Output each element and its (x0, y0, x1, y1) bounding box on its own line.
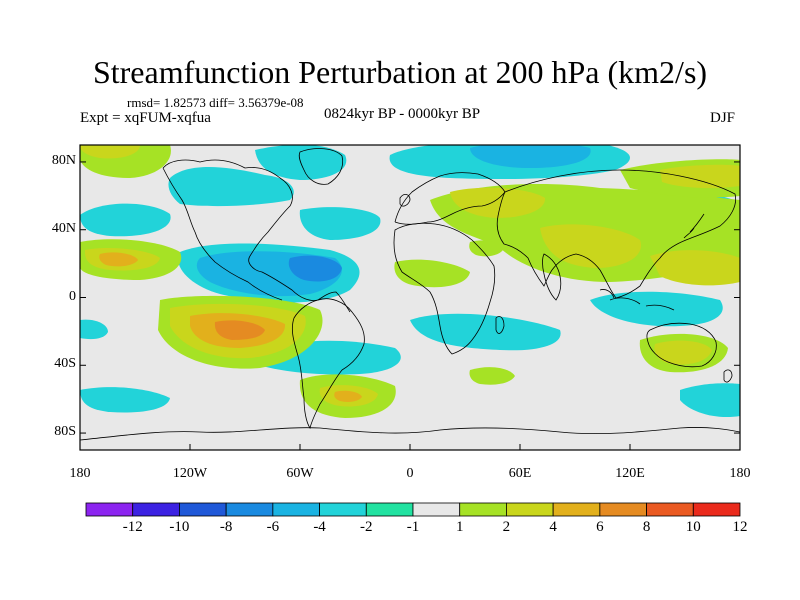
coast-india (542, 253, 562, 301)
field-southatlantic-low (410, 313, 561, 351)
coast-asia (496, 169, 737, 299)
colorbar-swatch (646, 502, 694, 517)
field-sepacific-high-inner (214, 320, 265, 340)
coast-antarctica (80, 427, 740, 441)
field-arctic-core (470, 145, 591, 168)
field-africa-high (394, 259, 470, 288)
coast-australia (646, 322, 717, 368)
coast-greenland (298, 148, 344, 185)
field-europe-high (450, 187, 546, 218)
x-tick-label: 180 (729, 466, 751, 481)
coast-south-america (291, 298, 365, 429)
x-tick-label: 0 (406, 466, 414, 481)
axis-ticks (79, 161, 741, 450)
y-tick-label: 80S (54, 424, 76, 440)
colorbar-swatch (225, 502, 274, 517)
period-label: 0824kyr BP - 0000kyr BP (324, 106, 481, 122)
x-tick-label: 180 (69, 466, 91, 481)
field-arabia-high (469, 240, 503, 257)
y-tick-label: 0 (69, 288, 76, 304)
field-southpac-west-low (80, 387, 170, 413)
field-australia-high-core (654, 340, 712, 365)
colorbar-label: -12 (122, 519, 143, 535)
colorbar-label: 4 (549, 519, 557, 535)
field-canada-low (168, 167, 294, 207)
colorbar-label: -6 (266, 519, 280, 535)
colorbar-label: -2 (360, 519, 373, 535)
coast-nz (723, 369, 733, 383)
colorbar-swatch (85, 502, 134, 517)
coastlines (80, 148, 740, 441)
field-indian-high (469, 367, 515, 385)
season-label: DJF (710, 110, 736, 126)
chart-title: Streamfunction Perturbation at 200 hPa (… (92, 54, 708, 90)
field-asia-high-core (540, 224, 642, 268)
field-natlantic-low (299, 207, 381, 240)
coast-japan (683, 213, 705, 239)
coast-uk (399, 194, 411, 207)
colorbar-swatch (412, 502, 461, 517)
field-seasia-low (590, 291, 723, 327)
colorbar-swatch (506, 502, 554, 517)
y-tick-label: 40S (54, 356, 76, 372)
x-tick-label: 60E (508, 466, 532, 481)
colorbar-label: 6 (596, 519, 604, 535)
colorbar-label: -10 (169, 519, 190, 535)
colorbar-label: -4 (313, 519, 326, 535)
experiment-label: Expt = xqFUM-xqfua (80, 110, 211, 126)
y-tick-label: 80N (51, 152, 76, 168)
coast-indonesia (599, 289, 675, 311)
colorbar-swatch (132, 502, 180, 517)
field-greenland-high2 (80, 145, 140, 159)
field-caribbean-low-core (288, 255, 342, 282)
coast-africa (393, 222, 496, 355)
colorbar-swatch (552, 502, 601, 517)
colorbar-swatch (319, 502, 367, 517)
colorbar-label: -8 (219, 519, 233, 535)
colorbar-swatch (692, 502, 741, 517)
colorbar-label: 2 (502, 519, 511, 535)
colorbar-label: 8 (642, 519, 651, 535)
colorbar-swatch (365, 502, 414, 517)
contour-fields (80, 145, 740, 418)
field-asia-high-east (650, 250, 740, 286)
colorbar-label: 10 (685, 519, 701, 535)
field-satlantic-high-inner (334, 390, 362, 402)
coast-madagascar (495, 316, 505, 334)
x-tick-label: 60W (286, 466, 314, 481)
field-npacific-high-inner (99, 252, 138, 267)
colorbar (85, 502, 741, 517)
field-npacific-low (80, 203, 171, 237)
colorbar-label: 12 (732, 519, 748, 535)
stats-label: rmsd= 1.82573 diff= 3.56379e-08 (127, 95, 304, 110)
colorbar-label: 1 (455, 519, 464, 535)
coast-north-america-west (162, 167, 283, 301)
x-tick-label: 120W (172, 466, 208, 481)
x-tick-label: 120E (615, 466, 645, 481)
colorbar-label: -1 (406, 519, 420, 535)
field-nasia-high-core (660, 164, 740, 189)
colorbar-swatch (459, 502, 507, 517)
colorbar-swatch (179, 502, 227, 517)
field-southocean-low (680, 383, 740, 418)
colorbar-swatch (272, 502, 320, 517)
colorbar-swatch (599, 502, 647, 517)
field-hudson-low (80, 319, 108, 340)
y-tick-label: 40N (51, 220, 76, 236)
coast-north-america (162, 159, 351, 313)
